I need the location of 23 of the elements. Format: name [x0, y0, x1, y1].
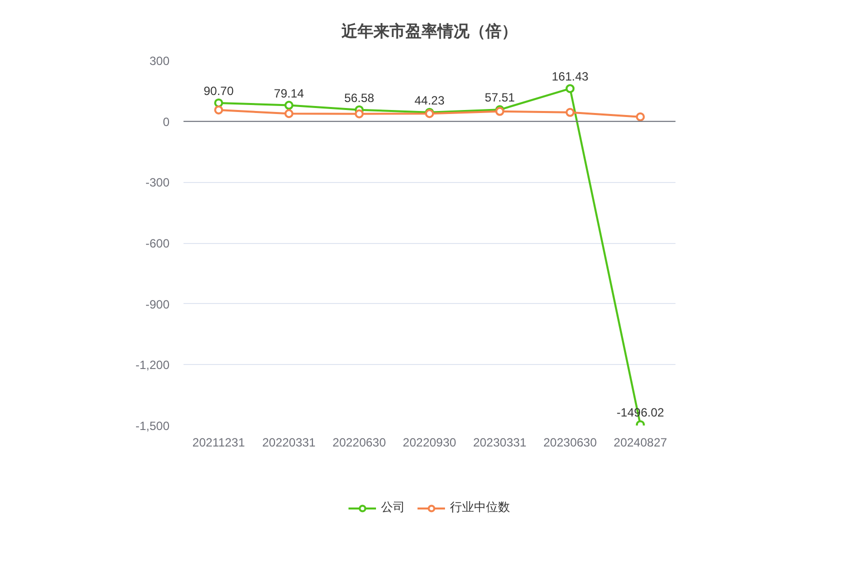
x-tick-label: 20240827 — [614, 436, 668, 450]
data-label: 161.43 — [552, 70, 589, 84]
x-tick-label: 20220930 — [402, 436, 457, 450]
x-tick-label: 20230630 — [543, 436, 598, 450]
data-label: 90.70 — [204, 84, 234, 98]
y-tick-label: -1,200 — [135, 358, 170, 372]
legend-label: 公司 — [381, 499, 405, 516]
x-tick-label: 20211231 — [192, 436, 246, 450]
y-tick-label: -900 — [145, 297, 170, 312]
x-tick-label: 20230331 — [473, 436, 527, 450]
data-label: 57.51 — [484, 90, 516, 105]
y-tick-label: -300 — [145, 176, 170, 190]
y-tick-label: 300 — [149, 54, 170, 68]
data-label: 44.23 — [414, 93, 445, 108]
legend-label: 行业中位数 — [450, 499, 510, 516]
chart-title: 近年来市盈率情况（倍） — [340, 22, 518, 40]
y-tick-label: -600 — [145, 236, 170, 250]
y-tick-label: 0 — [162, 114, 170, 129]
x-tick-label: 20220331 — [262, 436, 316, 450]
data-label: 56.58 — [344, 90, 375, 105]
x-tick-label: 20220630 — [332, 436, 386, 450]
data-label: 79.14 — [274, 86, 304, 100]
y-tick-label: -1,500 — [135, 419, 170, 433]
